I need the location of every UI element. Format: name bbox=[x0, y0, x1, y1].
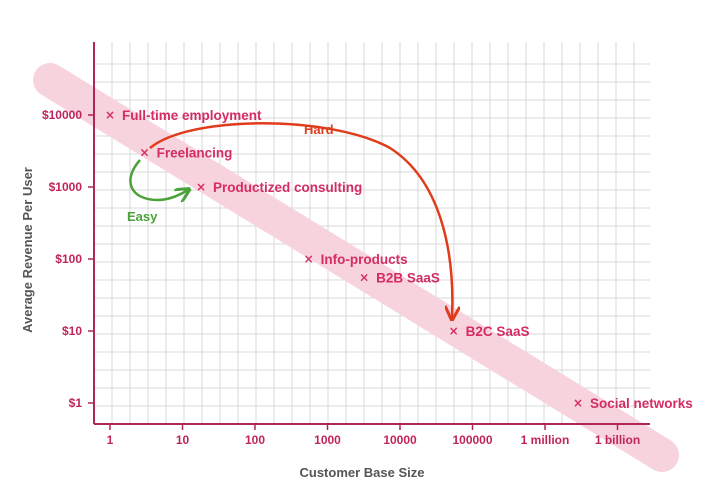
data-point-label: Info-products bbox=[321, 252, 408, 267]
x-tick-label: 1000 bbox=[314, 433, 341, 447]
axis-ticks: 1 10 100 1000 10000 100000 1 million 1 billion $… bbox=[42, 108, 640, 447]
data-point-marker: × bbox=[359, 271, 369, 285]
y-axis-title: Average Revenue Per User bbox=[20, 167, 35, 333]
x-tick-label: 10 bbox=[176, 433, 190, 447]
y-tick-label: $10000 bbox=[42, 108, 82, 122]
data-point-marker: × bbox=[196, 180, 206, 194]
easy-label: Easy bbox=[127, 209, 158, 224]
trend-band bbox=[33, 63, 679, 472]
y-tick-label: $1 bbox=[69, 396, 83, 410]
data-point-label: B2C SaaS bbox=[466, 324, 530, 339]
x-tick-label: 1 billion bbox=[595, 433, 640, 447]
y-tick-label: $10 bbox=[62, 324, 82, 338]
data-point-marker: × bbox=[140, 146, 150, 160]
data-point-marker: × bbox=[449, 324, 459, 338]
x-tick-label: 100 bbox=[245, 433, 265, 447]
hard-arrow bbox=[149, 122, 452, 318]
y-tick-label: $100 bbox=[55, 252, 82, 266]
data-point-label: Productized consulting bbox=[213, 180, 362, 195]
x-tick-label: 100000 bbox=[452, 433, 492, 447]
data-point-label: Full-time employment bbox=[122, 108, 262, 123]
y-tick-label: $1000 bbox=[49, 180, 83, 194]
easy-arrow bbox=[129, 159, 188, 200]
x-axis-title: Customer Base Size bbox=[300, 465, 425, 480]
data-points: × Full-time employment × Freelancing × Produc… bbox=[105, 108, 693, 411]
grid bbox=[94, 42, 650, 424]
data-point-marker: × bbox=[573, 396, 583, 410]
data-point-marker: × bbox=[105, 108, 115, 122]
data-point-label: Social networks bbox=[590, 396, 693, 411]
data-point-label: Freelancing bbox=[157, 146, 233, 161]
data-point-label: B2B SaaS bbox=[376, 271, 440, 286]
x-tick-label: 10000 bbox=[383, 433, 417, 447]
x-tick-label: 1 bbox=[107, 433, 114, 447]
hard-label: Hard bbox=[304, 122, 334, 137]
x-tick-label: 1 million bbox=[521, 433, 570, 447]
data-point-marker: × bbox=[304, 252, 314, 266]
